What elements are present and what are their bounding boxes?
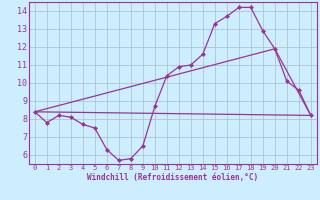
X-axis label: Windchill (Refroidissement éolien,°C): Windchill (Refroidissement éolien,°C) [87,173,258,182]
